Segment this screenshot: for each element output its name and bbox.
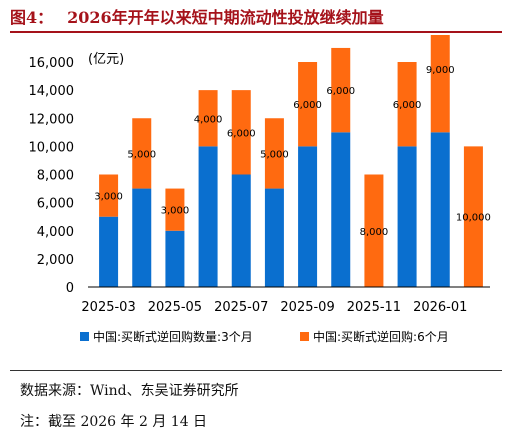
bar-6m-label: 5,000 xyxy=(127,149,156,160)
y-tick-label: 16,000 xyxy=(29,56,75,71)
bar-6m-label: 6,000 xyxy=(293,100,322,111)
bar-3m xyxy=(331,132,351,287)
bars xyxy=(99,35,483,287)
y-tick-label: 2,000 xyxy=(37,253,74,268)
bar-3m xyxy=(298,146,318,287)
bar-6m-label: 6,000 xyxy=(393,100,422,111)
bar-3m xyxy=(99,216,119,287)
bar-6m xyxy=(331,47,351,133)
x-tick-label: 2026-01 xyxy=(413,300,467,315)
y-tick-label: 6,000 xyxy=(37,197,74,212)
bar-6m-label: 6,000 xyxy=(227,128,256,139)
bar-6m xyxy=(397,62,417,147)
y-axis: 0 2,000 4,000 6,000 8,000 10,000 12,000 14,000 1… xyxy=(29,56,75,296)
bar-chart: (亿元) 0 2,000 4,000 6,000 8,000 10,000 12,000 14… xyxy=(29,35,491,344)
legend: 中国:买断式逆回购数量:3个月 中国:买断式逆回购:6个月 xyxy=(80,329,449,344)
bar-6m-label: 9,000 xyxy=(426,65,455,76)
x-tick-label: 2025-03 xyxy=(81,300,135,315)
legend-swatch xyxy=(300,332,309,341)
y-tick-label: 0 xyxy=(66,281,74,296)
figure-title: 图4： 2026年开年以来短中期流动性投放继续加量 xyxy=(10,6,500,30)
bar-3m xyxy=(198,146,218,287)
bar-3m xyxy=(132,188,152,287)
bar-6m-label: 3,000 xyxy=(161,206,190,217)
y-tick-label: 10,000 xyxy=(29,140,75,155)
note-text: 注：截至 2026 年 2 月 14 日 xyxy=(20,414,208,430)
bar-3m xyxy=(165,230,185,287)
title-rule xyxy=(10,31,502,33)
figure-number: 图4： xyxy=(10,8,54,27)
y-tick-label: 14,000 xyxy=(29,84,75,99)
x-tick-label: 2025-05 xyxy=(148,300,202,315)
bar-6m xyxy=(231,90,251,175)
figure-title-text: 2026年开年以来短中期流动性投放继续加量 xyxy=(67,8,384,27)
bar-6m-label: 5,000 xyxy=(260,149,289,160)
bar-6m-label: 6,000 xyxy=(326,86,355,97)
y-tick-label: 4,000 xyxy=(37,225,74,240)
bar-6m-label: 3,000 xyxy=(94,192,123,203)
source-text: 数据来源：Wind、东吴证券研究所 xyxy=(20,383,239,399)
legend-label: 中国:买断式逆回购数量:3个月 xyxy=(93,329,253,344)
legend-swatch xyxy=(80,332,89,341)
x-tick-label: 2025-07 xyxy=(214,300,268,315)
bar-6m xyxy=(298,62,318,147)
source-rule xyxy=(10,370,502,371)
bar-6m xyxy=(132,118,152,189)
bar-labels: 3,000 5,000 3,000 4,000 6,000 5,000 6,000 6,000… xyxy=(94,65,491,238)
bar-6m-label: 10,000 xyxy=(456,213,491,224)
bar-6m-label: 8,000 xyxy=(360,227,389,238)
bar-6m xyxy=(463,146,483,287)
bar-6m xyxy=(264,118,284,189)
bar-3m xyxy=(397,146,417,287)
y-tick-label: 12,000 xyxy=(29,112,75,127)
bar-6m xyxy=(198,90,218,147)
bar-6m xyxy=(165,188,185,231)
x-tick-label: 2025-09 xyxy=(280,300,334,315)
unit-label: (亿元) xyxy=(88,52,124,67)
bar-3m xyxy=(231,174,251,287)
bar-3m xyxy=(430,132,450,287)
legend-label: 中国:买断式逆回购:6个月 xyxy=(313,329,449,344)
bar-3m xyxy=(264,188,284,287)
y-tick-label: 8,000 xyxy=(37,169,74,184)
x-axis: 2025-03 2025-05 2025-07 2025-09 2025-11 2026-… xyxy=(81,300,467,315)
bar-6m xyxy=(99,174,119,217)
bar-6m xyxy=(364,174,384,287)
bar-6m xyxy=(430,35,450,133)
bar-6m-label: 4,000 xyxy=(194,114,223,125)
x-tick-label: 2025-11 xyxy=(347,300,401,315)
